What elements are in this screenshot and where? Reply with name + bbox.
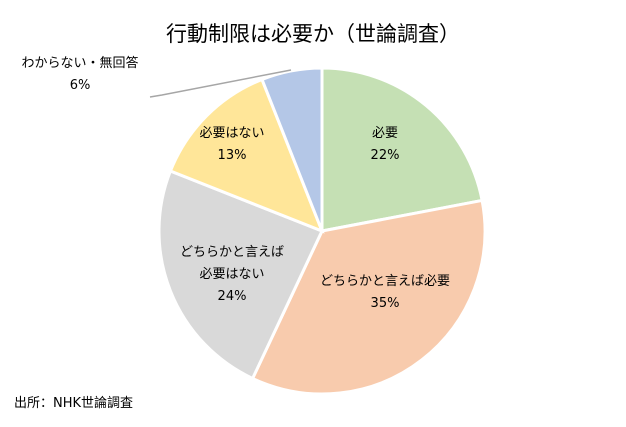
slice-label: どちらかと言えば必要 35%	[320, 274, 450, 311]
slice-category-label: わからない・無回答	[21, 55, 138, 71]
source-note: 出所：NHK世論調査	[14, 396, 134, 411]
pie-slice	[157, 169, 325, 381]
slice-label: わからない・無回答 6%	[21, 55, 138, 93]
pie-slice	[320, 66, 484, 233]
pie-slice	[260, 66, 324, 232]
pie-slice	[168, 77, 325, 234]
chart-title: 行動制限は必要か（世論調査）	[166, 22, 460, 46]
slice-value-label: 35%	[371, 296, 400, 311]
slice-value-label: 13%	[218, 148, 247, 163]
leader-line	[149, 69, 292, 98]
slice-category-label: 必要はない	[199, 267, 264, 282]
pie-slice	[250, 198, 487, 396]
slice-category-label: どちらかと言えば	[180, 245, 284, 260]
slice-category-label: 必要	[372, 126, 398, 141]
slice-category-label: どちらかと言えば必要	[320, 274, 450, 289]
slice-label: 必要 22%	[371, 126, 400, 163]
slice-value-label: 6%	[70, 78, 91, 93]
slice-value-label: 24%	[218, 289, 247, 304]
slice-label: 必要はない 13%	[199, 126, 264, 163]
slice-value-label: 22%	[371, 148, 400, 163]
slice-category-label: 必要はない	[199, 126, 264, 141]
